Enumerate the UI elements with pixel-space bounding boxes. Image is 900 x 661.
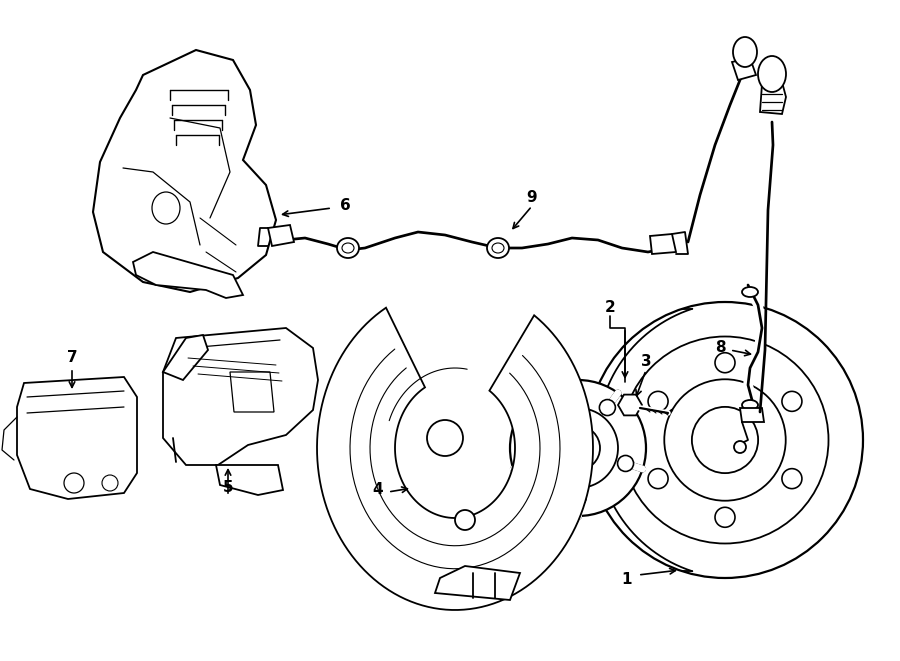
Text: 1: 1	[622, 572, 632, 588]
Ellipse shape	[556, 426, 600, 470]
Polygon shape	[317, 308, 593, 610]
Text: 6: 6	[339, 198, 350, 212]
Text: 3: 3	[641, 354, 652, 369]
Polygon shape	[163, 335, 208, 380]
Polygon shape	[133, 252, 243, 298]
Ellipse shape	[570, 490, 586, 506]
Ellipse shape	[342, 243, 354, 253]
Ellipse shape	[782, 391, 802, 411]
Ellipse shape	[152, 192, 180, 224]
Text: 7: 7	[67, 350, 77, 366]
Polygon shape	[732, 58, 756, 80]
Ellipse shape	[455, 510, 475, 530]
Polygon shape	[268, 225, 294, 246]
Ellipse shape	[758, 56, 786, 92]
Ellipse shape	[587, 302, 863, 578]
Ellipse shape	[617, 455, 634, 471]
Text: 4: 4	[373, 483, 383, 498]
Ellipse shape	[487, 238, 509, 258]
Polygon shape	[216, 465, 283, 495]
Polygon shape	[435, 566, 520, 600]
Ellipse shape	[510, 380, 646, 516]
Ellipse shape	[664, 379, 786, 501]
Ellipse shape	[427, 420, 463, 456]
Ellipse shape	[782, 469, 802, 488]
Text: 2: 2	[605, 301, 616, 315]
Ellipse shape	[715, 353, 735, 373]
Ellipse shape	[64, 473, 84, 493]
Polygon shape	[618, 395, 642, 415]
Ellipse shape	[102, 475, 118, 491]
Ellipse shape	[648, 391, 668, 411]
Ellipse shape	[734, 441, 746, 453]
Polygon shape	[740, 408, 764, 422]
Polygon shape	[17, 377, 137, 499]
Ellipse shape	[522, 455, 538, 471]
Ellipse shape	[337, 238, 359, 258]
Polygon shape	[163, 328, 318, 465]
Polygon shape	[93, 50, 276, 292]
Text: 5: 5	[222, 481, 233, 496]
Text: 9: 9	[526, 190, 537, 206]
Ellipse shape	[648, 469, 668, 488]
Text: 8: 8	[715, 340, 725, 356]
Ellipse shape	[692, 407, 758, 473]
Polygon shape	[760, 82, 786, 114]
Ellipse shape	[492, 243, 504, 253]
Ellipse shape	[733, 37, 757, 67]
Ellipse shape	[599, 399, 616, 416]
Ellipse shape	[622, 336, 829, 543]
Polygon shape	[650, 234, 676, 254]
Ellipse shape	[541, 399, 556, 416]
Ellipse shape	[715, 507, 735, 527]
Ellipse shape	[538, 408, 618, 488]
Ellipse shape	[742, 287, 758, 297]
Polygon shape	[230, 372, 274, 412]
Ellipse shape	[742, 400, 758, 410]
